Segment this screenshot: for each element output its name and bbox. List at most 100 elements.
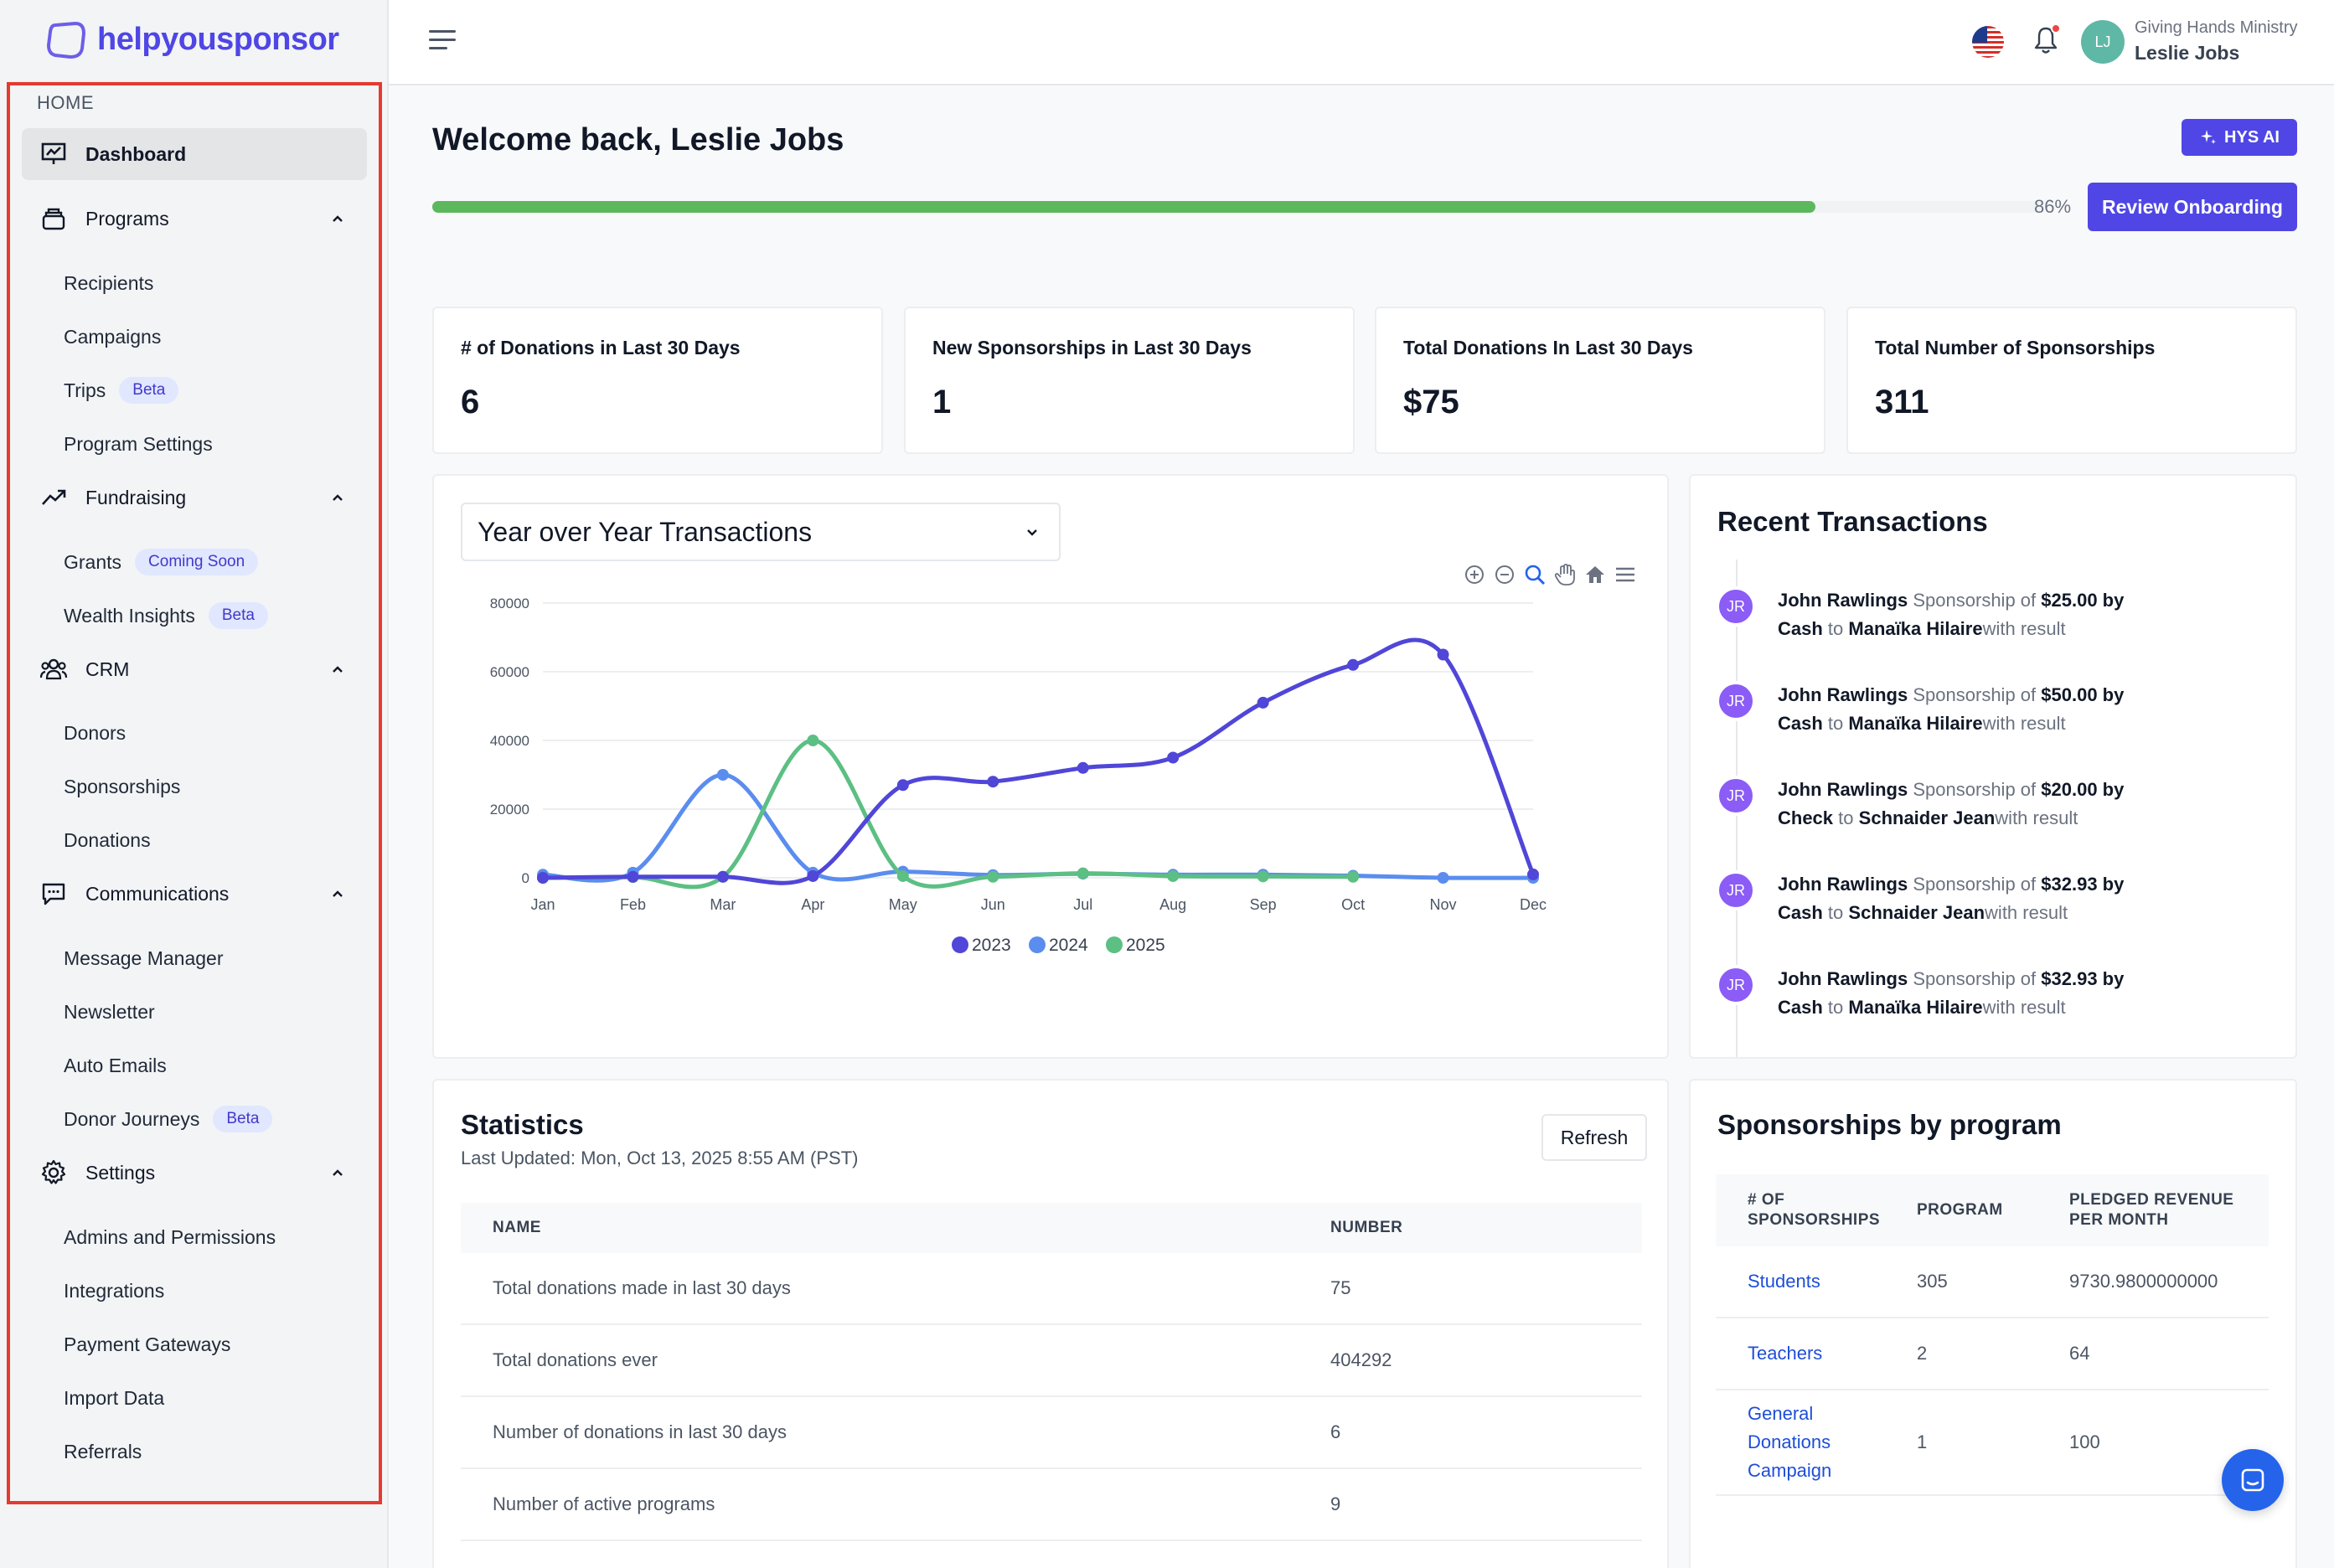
sidebar-item-program-settings[interactable]: Program Settings xyxy=(64,427,213,461)
us-flag-icon[interactable] xyxy=(1972,26,2004,58)
chevron-up-icon[interactable] xyxy=(330,490,345,505)
donor-name[interactable]: John Rawlings xyxy=(1778,874,1908,895)
gear-icon xyxy=(39,1158,69,1188)
sidebar-item-recipients[interactable]: Recipients xyxy=(64,266,153,300)
chevron-up-icon[interactable] xyxy=(330,886,345,901)
brand-logo[interactable]: helpyousponsor xyxy=(44,17,339,62)
program-link[interactable]: Students xyxy=(1748,1271,1820,1292)
pledged-revenue: 64 xyxy=(2069,1343,2090,1364)
user-name[interactable]: Leslie Jobs xyxy=(2135,42,2240,64)
sidebar-item-sponsorships[interactable]: Sponsorships xyxy=(64,770,180,803)
transaction-result: with result xyxy=(1982,618,2066,639)
sidebar-item-donors[interactable]: Donors xyxy=(64,716,126,750)
table-row: Number of active programs 9 xyxy=(461,1469,1642,1541)
sidebar-item-grants[interactable]: Grants Coming Soon xyxy=(64,545,259,579)
x-tick-label: Jul xyxy=(1073,896,1092,913)
recipient-name[interactable]: Schnaider Jean xyxy=(1858,807,1996,828)
x-tick-label: Feb xyxy=(620,896,646,913)
recipient-name[interactable]: Schnaider Jean xyxy=(1848,902,1985,923)
presentation-chart-icon xyxy=(39,139,69,169)
transaction-text: John Rawlings Sponsorship of $25.00 by Ca… xyxy=(1778,586,2188,643)
beta-badge: Beta xyxy=(213,1106,273,1132)
sponsorship-count: 305 xyxy=(1917,1271,1948,1292)
sidebar-item-label: Sponsorships xyxy=(64,775,181,797)
refresh-button[interactable]: Refresh xyxy=(1541,1114,1647,1161)
selection-zoom-icon[interactable] xyxy=(1523,563,1547,586)
user-avatar[interactable]: LJ xyxy=(2081,20,2125,64)
legend-marker-2024 xyxy=(1029,936,1046,953)
transaction-type: Sponsorship of xyxy=(1913,684,2037,705)
sidebar-section-communications[interactable]: Communications xyxy=(22,868,367,920)
transaction-text: John Rawlings Sponsorship of $32.93 by Ca… xyxy=(1778,965,2188,1022)
chevron-up-icon[interactable] xyxy=(330,662,345,677)
zoom-in-icon[interactable] xyxy=(1463,563,1486,586)
y-tick-label: 0 xyxy=(522,870,529,886)
data-point-2024 xyxy=(716,769,729,781)
sidebar-item-referrals[interactable]: Referrals xyxy=(64,1435,142,1468)
sponsorship-count: 2 xyxy=(1917,1343,1928,1364)
sidebar: helpyousponsor HOME Dashboard Programs R… xyxy=(0,0,389,1568)
sidebar-item-donations[interactable]: Donations xyxy=(64,823,151,857)
transaction-result: with result xyxy=(1982,997,2066,1018)
sidebar-item-auto-emails[interactable]: Auto Emails xyxy=(64,1049,167,1082)
statistics-last-updated: Last Updated: Mon, Oct 13, 2025 8:55 AM … xyxy=(461,1148,859,1168)
chart-type-select[interactable]: Year over Year Transactions xyxy=(461,503,1061,561)
sidebar-section-crm[interactable]: CRM xyxy=(22,643,367,695)
sidebar-item-dashboard[interactable]: Dashboard xyxy=(22,128,367,180)
sidebar-item-donor-journeys[interactable]: Donor Journeys Beta xyxy=(64,1102,273,1136)
zoom-out-icon[interactable] xyxy=(1493,563,1516,586)
sidebar-item-payment-gateways[interactable]: Payment Gateways xyxy=(64,1328,230,1361)
sidebar-item-wealth-insights[interactable]: Wealth Insights Beta xyxy=(64,599,268,632)
data-point-2023 xyxy=(1527,868,1539,880)
sidebar-item-label: Referrals xyxy=(64,1440,142,1462)
sidebar-item-label: Trips xyxy=(64,379,106,401)
sidebar-item-newsletter[interactable]: Newsletter xyxy=(64,995,155,1029)
pan-hand-icon[interactable] xyxy=(1553,563,1577,586)
donor-avatar: JR xyxy=(1716,870,1756,910)
sidebar-section-settings[interactable]: Settings xyxy=(22,1147,367,1199)
logo-icon xyxy=(46,21,86,59)
sidebar-item-trips[interactable]: Trips Beta xyxy=(64,374,179,407)
bell-icon[interactable] xyxy=(2032,25,2059,55)
sidebar-item-admins-and-permissions[interactable]: Admins and Permissions xyxy=(64,1220,276,1254)
kpi-label: # of Donations in Last 30 Days xyxy=(461,337,741,358)
chat-launcher-button[interactable] xyxy=(2222,1449,2284,1511)
sidebar-item-label: Import Data xyxy=(64,1386,165,1409)
data-point-2023 xyxy=(627,870,639,883)
donor-name[interactable]: John Rawlings xyxy=(1778,684,1908,705)
stat-number: 6 xyxy=(1330,1421,1341,1442)
menu-icon[interactable] xyxy=(429,30,456,55)
review-onboarding-button[interactable]: Review Onboarding xyxy=(2088,183,2297,231)
x-tick-label: Dec xyxy=(1520,896,1547,913)
sidebar-item-integrations[interactable]: Integrations xyxy=(64,1274,164,1308)
table-row: Total donations ever 404292 xyxy=(461,1325,1642,1397)
program-link[interactable]: General Donations Campaign xyxy=(1748,1403,1832,1481)
legend-label: 2024 xyxy=(1049,936,1088,955)
recipient-name[interactable]: Manaïka Hilaire xyxy=(1848,713,1983,734)
kpi-card-donations-30d: # of Donations in Last 30 Days 6 xyxy=(432,307,883,454)
donor-name[interactable]: John Rawlings xyxy=(1778,968,1908,989)
recipient-name[interactable]: Manaïka Hilaire xyxy=(1848,618,1983,639)
payment-method: Cash xyxy=(1778,902,1823,923)
donor-name[interactable]: John Rawlings xyxy=(1778,779,1908,800)
stat-number: 75 xyxy=(1330,1277,1351,1298)
sidebar-section-fundraising[interactable]: Fundraising xyxy=(22,472,367,524)
sidebar-item-message-manager[interactable]: Message Manager xyxy=(64,941,224,975)
reset-home-icon[interactable] xyxy=(1583,563,1607,586)
program-link[interactable]: Teachers xyxy=(1748,1343,1823,1364)
hys-ai-button[interactable]: HYS AI xyxy=(2182,119,2297,156)
beta-badge: Beta xyxy=(119,377,179,404)
donor-name[interactable]: John Rawlings xyxy=(1778,590,1908,611)
stat-name: Total donations made in last 30 days xyxy=(493,1277,791,1298)
chevron-up-icon[interactable] xyxy=(330,211,345,226)
chart-menu-icon[interactable] xyxy=(1614,563,1637,586)
legend-label: 2025 xyxy=(1126,936,1165,955)
top-header: LJ Giving Hands Ministry Leslie Jobs xyxy=(389,0,2334,85)
recipient-name[interactable]: Manaïka Hilaire xyxy=(1848,997,1983,1018)
sidebar-item-campaigns[interactable]: Campaigns xyxy=(64,320,161,353)
series-line-2025 xyxy=(540,738,1355,890)
chevron-up-icon[interactable] xyxy=(330,1165,345,1180)
sidebar-section-programs[interactable]: Programs xyxy=(22,193,367,245)
sidebar-item-import-data[interactable]: Import Data xyxy=(64,1381,164,1415)
chart-panel: Year over Year Transactions 80000 60000 40… xyxy=(432,474,1669,1059)
